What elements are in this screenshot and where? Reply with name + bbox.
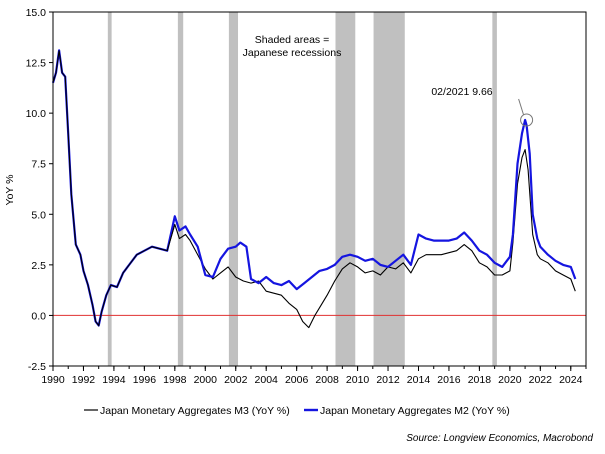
y-tick-label: 7.5 xyxy=(31,159,46,171)
x-tick-label: 1994 xyxy=(102,374,126,386)
recession-band xyxy=(177,12,184,366)
recession-band xyxy=(335,12,356,366)
x-tick-label: 2018 xyxy=(468,374,492,386)
y-tick-label: 15.0 xyxy=(26,7,47,19)
x-tick-label: 2014 xyxy=(407,374,431,386)
y-tick-label: 12.5 xyxy=(26,58,47,70)
recession-bands xyxy=(107,12,497,366)
y-tick-label: 10.0 xyxy=(26,108,47,120)
recession-band xyxy=(492,12,497,366)
x-tick-label: 1992 xyxy=(72,374,96,386)
legend: Japan Monetary Aggregates M3 (YoY %) Jap… xyxy=(84,405,510,417)
x-tick-label: 2010 xyxy=(346,374,370,386)
x-tick-label: 1996 xyxy=(133,374,157,386)
recession-band xyxy=(373,12,405,366)
y-tick-label: 0.0 xyxy=(31,310,46,322)
peak-leader-line xyxy=(518,98,525,116)
x-tick-label: 2024 xyxy=(559,374,583,386)
recession-band xyxy=(107,12,112,366)
x-tick-label: 2020 xyxy=(498,374,522,386)
y-axis-ticks: -2.5 0.0 2.5 5.0 7.5 10.0 12.5 15.0 xyxy=(26,7,53,373)
legend-label-m3: Japan Monetary Aggregates M3 (YoY %) xyxy=(100,405,290,417)
y-tick-label: 2.5 xyxy=(31,260,46,272)
x-tick-label: 1998 xyxy=(163,374,187,386)
legend-label-m2: Japan Monetary Aggregates M2 (YoY %) xyxy=(320,405,510,417)
x-tick-label: 2022 xyxy=(529,374,553,386)
y-tick-label: 5.0 xyxy=(31,209,46,221)
series-line-m2 xyxy=(51,49,577,327)
series-line-m3-early xyxy=(52,50,176,327)
peak-annotation: 02/2021 9.66 xyxy=(431,86,534,127)
peak-label: 02/2021 9.66 xyxy=(431,86,492,98)
plot-frame xyxy=(52,11,587,367)
x-tick-label: 2008 xyxy=(315,374,339,386)
x-tick-label: 2000 xyxy=(194,374,218,386)
x-tick-label: 2016 xyxy=(437,374,461,386)
x-axis-ticks: 1990 1992 1994 1996 1998 2000 2002 2004 2006 2008… xyxy=(41,366,587,386)
x-tick-label: 1990 xyxy=(41,374,65,386)
series-lines xyxy=(51,49,577,329)
shade-note-line1: Shaded areas = xyxy=(255,34,329,46)
y-tick-label: -2.5 xyxy=(28,361,46,373)
x-tick-label: 2002 xyxy=(224,374,248,386)
peak-marker xyxy=(520,113,534,127)
x-tick-label: 2004 xyxy=(255,374,279,386)
x-tick-label: 2012 xyxy=(376,374,400,386)
series-line-m3 xyxy=(52,49,576,329)
y-axis-label: YoY % xyxy=(4,175,16,206)
x-tick-label: 2006 xyxy=(285,374,309,386)
recession-band xyxy=(228,12,239,366)
shade-note-line2: Japanese recessions xyxy=(243,47,342,59)
source-note: Source: Longview Economics, Macrobond xyxy=(406,433,593,444)
